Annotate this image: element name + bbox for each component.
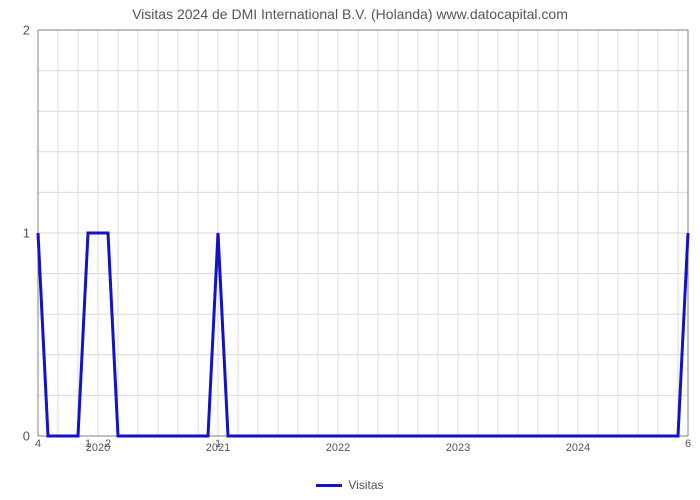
point-label: 2 <box>105 436 111 450</box>
y-tick-label: 1 <box>23 226 38 241</box>
legend: Visitas <box>0 478 700 492</box>
x-tick-label: 2022 <box>326 436 350 454</box>
point-label: 6 <box>685 436 691 450</box>
legend-swatch <box>316 484 342 487</box>
x-tick-label: 2024 <box>566 436 590 454</box>
x-tick-label: 2023 <box>446 436 470 454</box>
y-tick-label: 2 <box>23 23 38 38</box>
line-svg <box>38 30 688 436</box>
point-label: 1 <box>85 436 91 450</box>
plot-area: 0122020202120222023202441216 <box>38 30 688 436</box>
series-line <box>38 233 688 436</box>
chart-container: Visitas 2024 de DMI International B.V. (… <box>0 0 700 500</box>
legend-label: Visitas <box>348 478 383 492</box>
point-label: 4 <box>35 436 41 450</box>
chart-title: Visitas 2024 de DMI International B.V. (… <box>0 6 700 22</box>
point-label: 1 <box>215 436 221 450</box>
